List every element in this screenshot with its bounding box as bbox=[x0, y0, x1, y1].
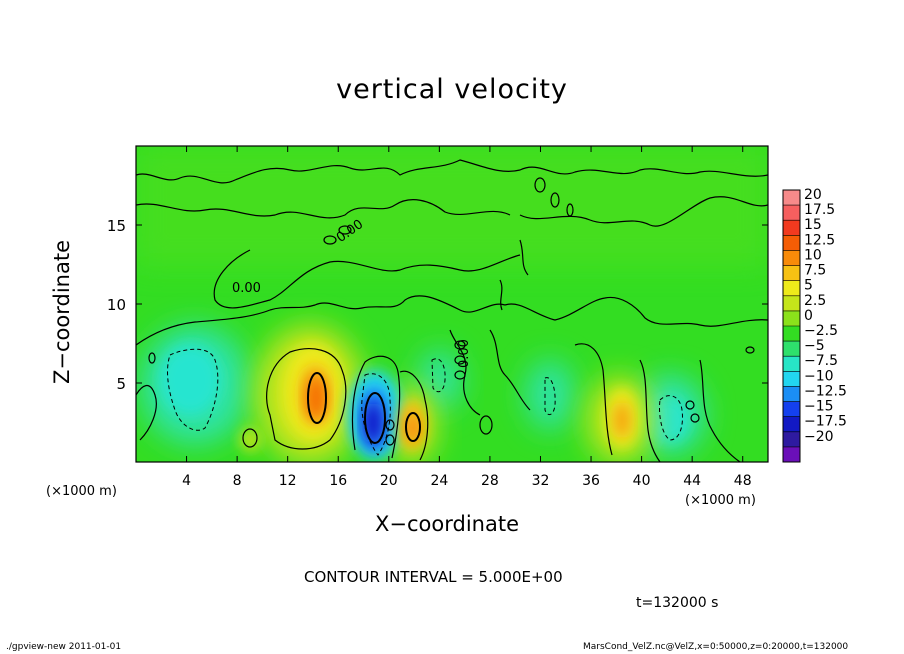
y-axis-label: Z−coordinate bbox=[50, 240, 74, 384]
x-tick-label: 44 bbox=[683, 473, 701, 489]
x-tick-label: 20 bbox=[380, 473, 398, 489]
contour-lines bbox=[136, 159, 768, 462]
y-tick-label: 10 bbox=[107, 296, 126, 314]
contour-label: 0.00 bbox=[232, 281, 261, 296]
colorbar-swatch bbox=[783, 295, 800, 312]
colorbar-label: −2.5 bbox=[804, 323, 838, 339]
colorbar-swatch bbox=[783, 401, 800, 417]
colorbar-label: −10 bbox=[804, 368, 834, 384]
colorbar-swatch bbox=[783, 416, 800, 433]
colorbar-swatch bbox=[783, 265, 800, 281]
colorbar-swatch bbox=[783, 446, 800, 463]
dashed-contours bbox=[167, 348, 683, 456]
colorbar-label: 2.5 bbox=[804, 293, 826, 309]
colorbar-label: −20 bbox=[804, 429, 834, 445]
colorbar: 2017.51512.5107.552.50−2.5−5−7.5−10−12.5… bbox=[782, 187, 847, 463]
plot-area bbox=[136, 146, 768, 462]
colorbar-label: 10 bbox=[804, 247, 822, 263]
colorbar-swatch bbox=[783, 190, 800, 206]
y-tick-label: 5 bbox=[116, 375, 126, 393]
colorbar-label: −15 bbox=[804, 399, 834, 415]
colorbar-label: −12.5 bbox=[804, 383, 847, 399]
colorbar-label: 20 bbox=[804, 187, 822, 203]
x-tick-label: 24 bbox=[430, 473, 448, 489]
x-tick-label: 36 bbox=[582, 473, 600, 489]
colorbar-label: 0 bbox=[804, 308, 813, 324]
colorbar-swatch bbox=[783, 310, 800, 327]
x-tick-label: 16 bbox=[329, 473, 347, 489]
y-axis: 5 10 15 bbox=[107, 217, 768, 393]
colorbar-swatch bbox=[783, 220, 800, 236]
x-axis-label: X−coordinate bbox=[375, 512, 519, 536]
colorbar-label: 12.5 bbox=[804, 232, 835, 248]
colorbar-label: −17.5 bbox=[804, 414, 847, 430]
colorbar-swatch bbox=[783, 235, 800, 251]
footer-right: MarsCond_VelZ.nc@VelZ,x=0:50000,z=0:2000… bbox=[583, 642, 849, 652]
x-tick-label: 4 bbox=[182, 473, 191, 489]
colorbar-swatch bbox=[783, 356, 800, 372]
x-axis: 4 8 12 16 20 24 28 32 36 40 44 48 bbox=[182, 146, 752, 489]
colorbar-label: 17.5 bbox=[804, 202, 835, 218]
x-unit-right: (×1000 m) bbox=[685, 493, 756, 508]
contour-label: 0.00 bbox=[457, 339, 472, 368]
colorbar-swatch bbox=[783, 431, 800, 448]
colorbar-swatch bbox=[783, 205, 800, 221]
footer-left: ./gpview-new 2011-01-01 bbox=[6, 642, 122, 652]
y-tick-label: 15 bbox=[107, 217, 126, 235]
colorbar-swatch bbox=[783, 371, 800, 387]
time-label: t=132000 s bbox=[636, 595, 719, 611]
colorbar-swatch bbox=[783, 341, 800, 357]
colorbar-label: −7.5 bbox=[804, 353, 838, 369]
colorbar-swatch bbox=[783, 280, 800, 297]
x-tick-label: 48 bbox=[734, 473, 752, 489]
colorbar-swatch bbox=[783, 386, 800, 402]
colorbar-swatch bbox=[783, 250, 800, 266]
colorbar-label: 15 bbox=[804, 217, 822, 233]
contour-interval: CONTOUR INTERVAL = 5.000E+00 bbox=[304, 568, 563, 586]
x-tick-label: 28 bbox=[481, 473, 499, 489]
x-tick-label: 8 bbox=[233, 473, 242, 489]
colorbar-label: 7.5 bbox=[804, 263, 826, 279]
x-unit-left: (×1000 m) bbox=[46, 484, 117, 499]
x-tick-label: 32 bbox=[532, 473, 550, 489]
x-tick-label: 12 bbox=[279, 473, 297, 489]
colorbar-label: −5 bbox=[804, 338, 825, 354]
chart-title: vertical velocity bbox=[336, 74, 568, 105]
x-tick-label: 40 bbox=[633, 473, 651, 489]
colorbar-swatch bbox=[783, 326, 800, 342]
colorbar-label: 5 bbox=[804, 278, 813, 294]
